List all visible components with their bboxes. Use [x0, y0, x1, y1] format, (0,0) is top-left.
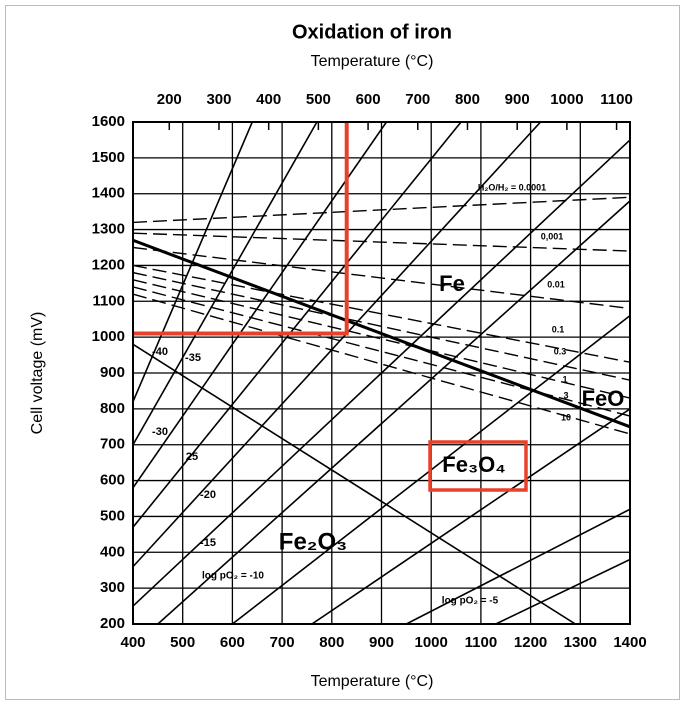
annotation: Fe: [439, 271, 465, 296]
x-tick-label: 800: [319, 634, 344, 651]
annotation: 25: [186, 451, 198, 463]
x2-tick-label: 600: [356, 91, 381, 108]
x-tick-label: 1000: [415, 634, 448, 651]
x2-tick-label: 300: [206, 91, 231, 108]
y-tick-label: 500: [100, 507, 125, 524]
highlight-box: [428, 440, 528, 492]
annotation: log pO₂ = -5: [442, 596, 499, 607]
y-tick-label: 600: [100, 472, 125, 489]
annotation: -30: [152, 426, 168, 438]
x-tick-label: 1300: [564, 634, 597, 651]
x2-tick-label: 200: [157, 91, 182, 108]
annotation: -15: [200, 537, 216, 549]
y-tick-label: 1000: [92, 328, 125, 345]
series-line: [495, 558, 630, 624]
x2-tick-label: 1100: [600, 91, 633, 108]
y-tick-label: 200: [100, 615, 125, 632]
y-tick-label: 1200: [92, 256, 125, 273]
chart-title: Oxidation of iron: [292, 21, 452, 43]
x-tick-label: 500: [170, 634, 195, 651]
x2-tick-label: 700: [405, 91, 430, 108]
y-tick-label: 900: [100, 364, 125, 381]
series-line: [133, 264, 630, 363]
y-tick-label: 400: [100, 543, 125, 560]
series-line: [133, 286, 630, 417]
annotation: 10: [561, 412, 571, 422]
x-tick-label: 400: [120, 634, 145, 651]
series-line: [133, 293, 630, 435]
series-line: [405, 508, 630, 624]
annotations: -40 -35 -30 25 -20 -15 log pO₂ = -10 log pO₂ = …: [152, 182, 624, 606]
x2-axis-title: Temperature (°C): [311, 53, 434, 70]
annotation: 0.01: [547, 279, 565, 289]
x-tick-label: 900: [369, 634, 394, 651]
x2-tick-label: 500: [306, 91, 331, 108]
annotation: -40: [152, 346, 168, 358]
series-line: [133, 271, 630, 381]
series-line: [133, 343, 576, 624]
series-line: [133, 122, 349, 336]
annotation: 0,001: [541, 231, 564, 241]
y-tick-label: 1300: [92, 221, 125, 238]
y-tick-label: 1100: [92, 292, 125, 309]
y-tick-label: 1600: [92, 113, 125, 130]
x2-tick-label: 1000: [550, 91, 583, 108]
series-line: [133, 122, 542, 568]
y-tick-label: 1400: [92, 185, 125, 202]
annotation: H₂O/H₂ = 0.0001: [478, 182, 546, 192]
series-line: [133, 246, 630, 310]
annotation: -35: [185, 352, 201, 364]
x-tick-label: 1200: [514, 634, 547, 651]
x2-tick-label: 400: [256, 91, 281, 108]
y-tick-label: 300: [100, 579, 125, 596]
x-tick-label: 1400: [613, 634, 646, 651]
x-tick-label: 600: [220, 634, 245, 651]
annotation: 1: [562, 374, 567, 384]
plot-border: [132, 121, 631, 625]
annotation: 0.1: [552, 324, 565, 334]
annotation: Fe₂O₃: [279, 528, 347, 555]
annotation: -20: [200, 489, 216, 501]
x-axis-title: Temperature (°C): [311, 673, 434, 690]
annotation: Fe₃O₄: [442, 452, 505, 477]
series-line: [133, 196, 630, 224]
series-line: [133, 122, 388, 489]
annotation: 0.3: [554, 346, 567, 356]
y-tick-label: 1500: [92, 149, 125, 166]
series-line: [133, 232, 630, 252]
x-tick-label: 700: [270, 634, 295, 651]
annotation: 3: [563, 390, 568, 400]
x-tick-label: 1100: [465, 634, 498, 651]
series-line: [133, 139, 630, 607]
x2-tick-label: 900: [505, 91, 530, 108]
series-line: [157, 200, 630, 624]
series-line: [133, 122, 462, 528]
annotation: FeO: [582, 386, 625, 411]
annotation: log pO₂ = -10: [202, 571, 264, 582]
series-line: [311, 408, 630, 624]
series-line: [133, 238, 630, 429]
y-tick-label: 800: [100, 400, 125, 417]
x2-tick-label: 800: [455, 91, 480, 108]
y-tick-label: 700: [100, 436, 125, 453]
lines: [133, 122, 630, 624]
series-line: [133, 279, 630, 399]
y-axis-title: Cell voltage (mV): [29, 312, 46, 435]
